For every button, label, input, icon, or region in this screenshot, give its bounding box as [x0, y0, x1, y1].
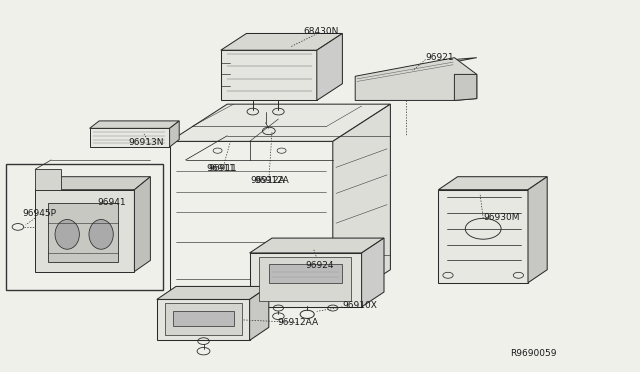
Polygon shape — [157, 286, 269, 299]
Text: 96910X: 96910X — [342, 301, 377, 310]
Polygon shape — [90, 121, 179, 128]
Polygon shape — [48, 203, 118, 262]
Polygon shape — [165, 303, 242, 335]
Polygon shape — [250, 238, 384, 253]
Polygon shape — [269, 264, 342, 283]
Ellipse shape — [89, 219, 113, 249]
Polygon shape — [170, 121, 179, 147]
Polygon shape — [355, 58, 477, 78]
Text: 96921: 96921 — [426, 53, 454, 62]
Polygon shape — [528, 177, 547, 283]
Text: 96912AA: 96912AA — [277, 318, 318, 327]
Polygon shape — [157, 299, 250, 340]
Polygon shape — [134, 177, 150, 272]
Text: 68430N: 68430N — [303, 27, 339, 36]
Ellipse shape — [55, 219, 79, 249]
Polygon shape — [35, 190, 134, 272]
Text: 96912A: 96912A — [250, 176, 285, 185]
Polygon shape — [221, 33, 342, 50]
Polygon shape — [438, 177, 547, 190]
Polygon shape — [438, 190, 528, 283]
Polygon shape — [173, 311, 234, 326]
Polygon shape — [221, 50, 317, 100]
Polygon shape — [333, 104, 390, 307]
Polygon shape — [259, 257, 351, 301]
Polygon shape — [317, 33, 342, 100]
Polygon shape — [170, 104, 390, 141]
Polygon shape — [454, 74, 477, 100]
Polygon shape — [35, 169, 61, 190]
Polygon shape — [35, 177, 150, 190]
Text: 96912A: 96912A — [255, 176, 289, 185]
Text: 96945P: 96945P — [22, 209, 57, 218]
Text: 96930M: 96930M — [483, 213, 520, 222]
Polygon shape — [362, 238, 384, 307]
Text: 96913N: 96913N — [128, 138, 164, 147]
Polygon shape — [90, 128, 170, 147]
Polygon shape — [170, 141, 333, 307]
Text: 96911: 96911 — [207, 164, 235, 173]
Polygon shape — [250, 253, 362, 307]
Text: 96924: 96924 — [306, 262, 334, 270]
Text: 96941: 96941 — [98, 198, 126, 207]
Text: 96911: 96911 — [208, 164, 237, 173]
Text: R9690059: R9690059 — [510, 349, 557, 358]
Polygon shape — [250, 286, 269, 340]
Polygon shape — [355, 58, 477, 100]
